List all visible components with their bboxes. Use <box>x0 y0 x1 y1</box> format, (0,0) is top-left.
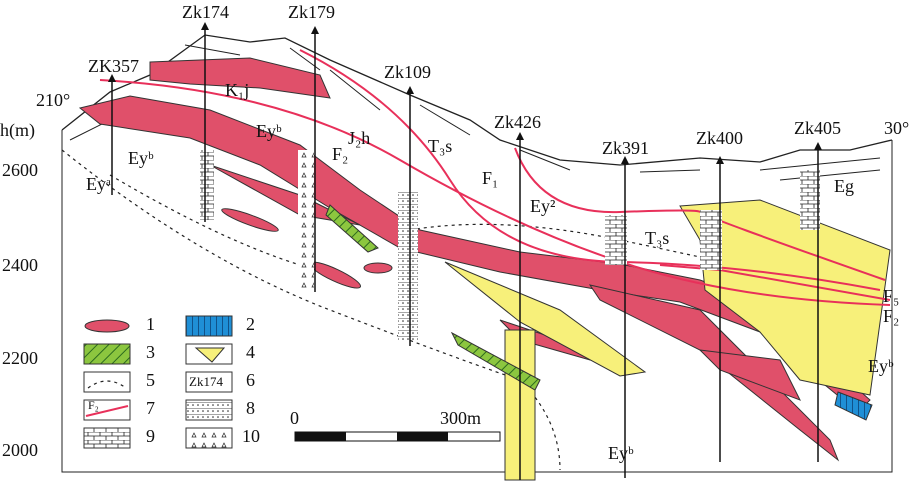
direction: 30° <box>884 118 909 138</box>
tick-label: 2200 <box>2 348 38 368</box>
legend-number: 4 <box>246 342 255 362</box>
legend-number: 2 <box>246 314 255 334</box>
unit-label: Eyᵇ <box>128 148 154 168</box>
unit-label: Eyᵇ <box>868 356 894 376</box>
hole-label: Zk426 <box>494 112 541 132</box>
tick-label: 2600 <box>2 160 38 180</box>
hole-label: Zk109 <box>384 62 431 82</box>
hole-label: Zk405 <box>794 118 841 138</box>
legend-label: F₂ <box>88 398 99 412</box>
unit-label: T₃s <box>645 228 669 248</box>
legend-label: Zk174 <box>189 374 223 389</box>
direction: 210° <box>36 90 70 110</box>
legend-number: 9 <box>146 426 155 446</box>
legend-number: 1 <box>146 314 155 334</box>
unit-label: F₁ <box>482 168 498 188</box>
unit-label: Eg <box>834 176 854 196</box>
unit-label: F₅ <box>883 286 899 306</box>
unit-label: K₁j <box>225 80 249 100</box>
legend-number: 3 <box>146 342 155 362</box>
scale-end: 300m <box>440 408 481 428</box>
hole-label: Zk174 <box>182 2 229 22</box>
tick-label: 2000 <box>2 440 38 460</box>
hole-label: Zk400 <box>696 128 743 148</box>
unit-label: F₂ <box>883 306 899 326</box>
legend-number: 6 <box>246 370 255 390</box>
axis-label: h(m) <box>0 120 35 141</box>
scale-bar: 0 300m <box>290 408 500 441</box>
unit-label: T₃s <box>428 136 452 156</box>
legend-number: 5 <box>146 370 155 390</box>
hole-label: ZK357 <box>88 56 139 76</box>
hole-label: Zk391 <box>602 138 649 158</box>
scale-start: 0 <box>290 408 299 428</box>
tick-label: 2400 <box>2 255 38 275</box>
legend-number: 7 <box>146 398 155 418</box>
legend-number: 10 <box>242 426 260 446</box>
unit-label: Eyᵇ <box>608 443 634 463</box>
unit-label: J₂h <box>348 128 370 148</box>
unit-label: Ey² <box>530 196 555 216</box>
legend: Zk174 F₂ 1 2 3 4 5 6 7 8 9 10 <box>70 308 278 466</box>
unit-label: Eyᵃ <box>86 174 111 194</box>
hole-label: Zk179 <box>288 2 335 22</box>
unit-label: Eyᵇ <box>256 121 282 141</box>
legend-number: 8 <box>246 398 255 418</box>
unit-label: F₂ <box>332 144 348 164</box>
cross-section: h(m) 2600 2400 2200 2000 210° 30° ZK357 … <box>0 0 914 485</box>
